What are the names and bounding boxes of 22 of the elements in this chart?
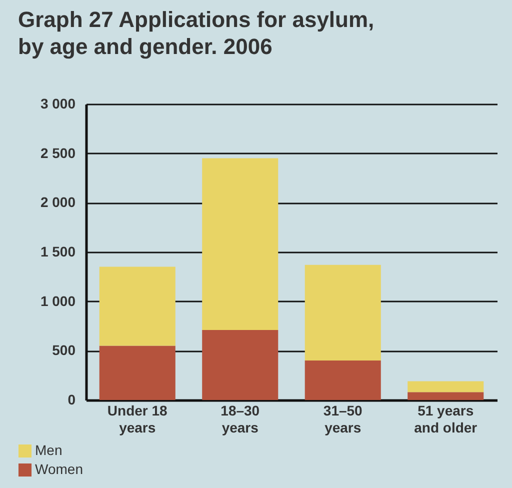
y-tick-label: 500	[52, 342, 76, 358]
x-tick-label: Under 18 years	[107, 402, 168, 436]
bar	[99, 346, 176, 400]
bar	[202, 158, 278, 330]
chart-title: Graph 27 Applications for asylum, by age and gender. 2006	[18, 7, 374, 59]
bar	[408, 381, 484, 392]
bar	[304, 360, 381, 400]
bar	[304, 264, 381, 361]
bar	[202, 330, 278, 400]
legend-label: Women	[35, 461, 83, 477]
x-tick-label: 18–30 years	[220, 402, 260, 436]
y-tick-label: 2 500	[40, 144, 76, 161]
y-tick-label: 3 000	[40, 96, 76, 112]
y-tick-label: 1 500	[40, 244, 76, 260]
y-tick-label: 0	[68, 392, 76, 408]
bar	[99, 266, 176, 346]
x-tick-label: 31–50 years	[323, 402, 363, 436]
legend-label: Men	[35, 442, 62, 458]
x-tick-label: 51 years and older	[414, 402, 478, 436]
y-tick-label: 2 000	[40, 194, 76, 210]
y-tick-label: 1 000	[40, 292, 76, 309]
bar	[408, 392, 484, 400]
